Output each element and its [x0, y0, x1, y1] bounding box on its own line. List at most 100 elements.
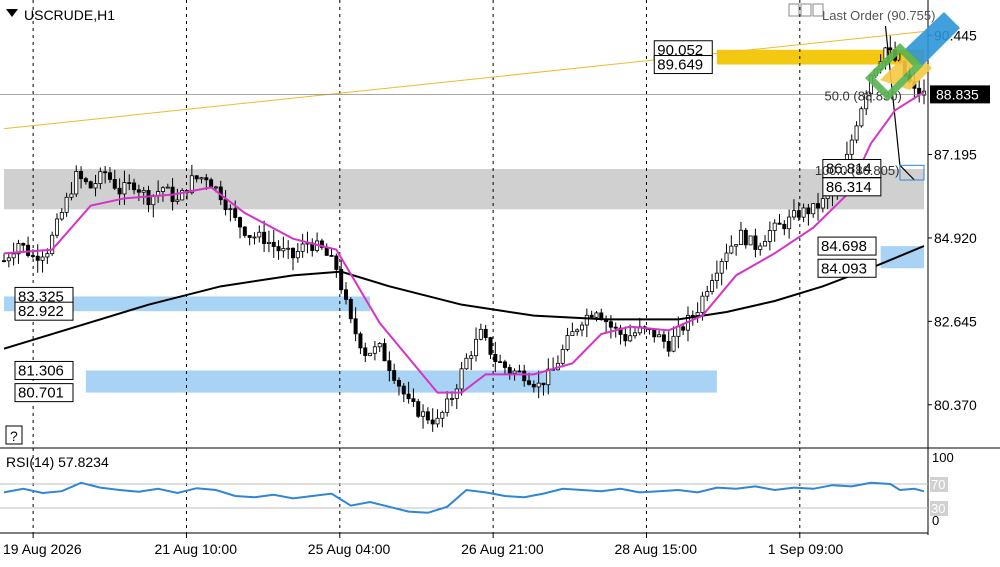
candle	[132, 182, 137, 191]
candle	[117, 187, 122, 195]
candle	[522, 370, 527, 382]
candle	[734, 244, 739, 247]
x-tick-label: 28 Aug 15:00	[614, 541, 697, 557]
candle	[763, 241, 768, 247]
zone-price-label: 82.922	[18, 303, 64, 320]
last-order-label: Last Order (90.755)	[822, 8, 935, 23]
y-tick-label: 82.645	[934, 313, 977, 329]
support-zone-2	[4, 296, 371, 312]
candle	[791, 210, 796, 218]
candle	[69, 193, 74, 198]
candle	[112, 179, 117, 189]
candle	[657, 334, 662, 338]
candle	[223, 199, 228, 210]
candle	[820, 198, 825, 209]
candle	[295, 251, 300, 259]
candle	[54, 218, 59, 236]
y-tick-label: 87.195	[934, 147, 977, 163]
rsi-level-label: 0	[932, 513, 939, 528]
candle	[2, 260, 7, 263]
candle	[372, 346, 377, 354]
zone-price-box[interactable]	[14, 301, 74, 321]
candle	[189, 175, 194, 194]
candle	[281, 248, 286, 252]
candle	[748, 235, 753, 246]
candle	[753, 235, 758, 250]
zone-price-label: 86.814	[826, 160, 872, 177]
candle	[632, 332, 637, 337]
candle	[671, 335, 676, 352]
x-tick-label: 26 Aug 21:00	[461, 541, 544, 557]
candle	[681, 326, 686, 331]
candle	[488, 337, 493, 355]
candle	[498, 361, 503, 364]
candle	[363, 347, 368, 356]
candle	[613, 326, 618, 329]
candle	[276, 246, 281, 252]
zone-price-box[interactable]	[822, 177, 882, 197]
candle	[714, 272, 719, 281]
candle	[541, 382, 546, 386]
zone-price-box[interactable]	[817, 236, 877, 256]
candle	[502, 361, 507, 368]
y-tick-label: 84.920	[934, 230, 977, 246]
one-click-trading-icon[interactable]	[6, 9, 18, 17]
zone-price-box[interactable]	[14, 360, 74, 380]
candle	[165, 186, 170, 189]
candle	[16, 243, 21, 255]
candle	[271, 241, 276, 247]
candle	[435, 417, 440, 425]
candle	[88, 181, 93, 189]
candle	[6, 257, 11, 262]
candle	[580, 324, 585, 331]
zone-price-box[interactable]	[653, 55, 713, 75]
candle	[324, 246, 329, 256]
zone-price-label: 86.314	[826, 179, 872, 196]
candle	[233, 208, 238, 218]
candle	[26, 244, 31, 256]
candle	[608, 321, 613, 328]
candle	[262, 231, 267, 244]
candle	[343, 289, 348, 300]
support-zone-4	[880, 246, 924, 269]
trendline[interactable]	[3, 31, 925, 130]
candle	[204, 177, 209, 181]
candle	[787, 216, 792, 230]
zone-price-label: 84.698	[821, 238, 867, 255]
candle	[21, 243, 26, 246]
candle	[83, 178, 88, 183]
candle	[64, 196, 69, 213]
candle	[738, 229, 743, 245]
candle	[584, 314, 589, 326]
sell-buy-panel-icon[interactable]	[788, 3, 824, 17]
fib-box	[899, 164, 925, 181]
candle	[854, 125, 859, 141]
candle	[459, 368, 464, 390]
candle	[628, 335, 633, 342]
candle	[724, 252, 729, 262]
rsi-level-tag	[930, 501, 948, 516]
candle	[575, 329, 580, 333]
candle	[536, 382, 541, 388]
candle	[213, 186, 218, 189]
candle	[35, 255, 40, 261]
zone-price-label: 81.306	[18, 362, 64, 379]
candle	[623, 334, 628, 342]
fib-level-label: 100.0 (86.805)	[815, 163, 900, 178]
candle	[758, 245, 763, 250]
resistance-zone-0	[4, 169, 924, 210]
candle	[661, 334, 666, 342]
candle	[406, 393, 411, 400]
candle	[705, 291, 710, 297]
candle	[796, 210, 801, 218]
candle	[416, 401, 421, 417]
support-zone-3	[85, 370, 717, 393]
zone-price-box[interactable]	[14, 383, 74, 403]
candle	[266, 241, 271, 244]
zone-price-box[interactable]	[817, 258, 877, 278]
candle	[474, 338, 479, 357]
candle	[849, 139, 854, 155]
candle	[392, 370, 397, 381]
help-button[interactable]: ?	[5, 425, 23, 445]
